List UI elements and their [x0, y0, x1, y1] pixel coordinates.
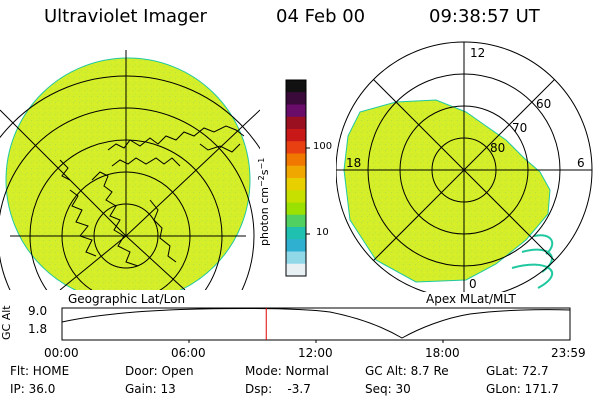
right-map-caption: Apex MLat/MLT — [426, 292, 516, 306]
mlt-label-18: 18 — [346, 156, 362, 170]
info-ip: IP: 36.0 — [10, 382, 56, 396]
mlt-label-6: 6 — [577, 156, 585, 170]
mlt-label-0: 0 — [469, 277, 477, 291]
colorbar-band — [286, 214, 306, 228]
altitude-xtick-1800: 18:00 — [425, 346, 460, 360]
altitude-xtick-0000: 00:00 — [44, 346, 79, 360]
left-map-caption: Geographic Lat/Lon — [68, 292, 186, 306]
altitude-ylabel: GC Alt — [0, 305, 13, 340]
colorbar-band — [286, 116, 306, 130]
geographic-disk — [5, 57, 251, 290]
info-mode: Mode: Normal — [245, 364, 329, 378]
info-dsp: Dsp: -3.7 — [245, 382, 311, 396]
colorbar-band — [286, 129, 306, 142]
colorbar-band — [286, 153, 306, 167]
colorbar-band — [286, 141, 306, 154]
info-flight: Flt: HOME — [10, 364, 70, 378]
info-gain: Gain: 13 — [125, 382, 176, 396]
info-glat: GLat: 72.7 — [486, 364, 549, 378]
coastlines — [59, 125, 245, 267]
geographic-map — [0, 50, 260, 290]
altitude-xtick-0600: 06:00 — [171, 346, 206, 360]
colorbar-band — [286, 263, 306, 277]
colorbar-band — [286, 227, 306, 240]
colorbar-band — [286, 165, 306, 179]
colorbar-tick-10: 10 — [316, 227, 329, 238]
altitude-ytick-1-8: 1.8 — [28, 322, 48, 336]
mlat-label-60: 60 — [536, 97, 552, 111]
apex-emission-region — [343, 99, 551, 283]
colorbar-tick-100: 100 — [313, 141, 333, 152]
colorbar-band — [286, 104, 306, 118]
apex-map — [336, 41, 593, 292]
altitude-plot: GC Alt — [0, 305, 571, 343]
colorbar-band — [286, 190, 306, 203]
app-title: Ultraviolet Imager — [44, 6, 207, 27]
header-time: 09:38:57 UT — [429, 6, 540, 27]
altitude-xtick-2359: 23:59 — [551, 346, 586, 360]
altitude-plot-frame — [61, 307, 571, 341]
colorbar-band — [286, 80, 306, 93]
mlt-label-12: 12 — [470, 46, 486, 60]
colorbar-gradient — [286, 80, 306, 277]
info-seq: Seq: 30 — [365, 382, 411, 396]
info-door: Door: Open — [125, 364, 194, 378]
info-glon: GLon: 171.7 — [486, 382, 559, 396]
colorbar-band — [286, 178, 306, 191]
altitude-curve — [61, 307, 571, 339]
apex-grid — [336, 41, 593, 292]
colorbar: photon cm−2s−1 — [258, 79, 310, 277]
colorbar-band — [286, 251, 306, 265]
colorbar-band — [286, 92, 306, 105]
altitude-ytick-9: 9.0 — [28, 304, 48, 318]
colorbar-band — [286, 239, 306, 252]
info-gc-alt: GC Alt: 8.7 Re — [365, 364, 449, 378]
header-date: 04 Feb 00 — [276, 6, 366, 27]
mlat-label-80: 80 — [490, 141, 506, 155]
longitude-grid — [0, 50, 260, 290]
altitude-x-ticks — [188, 340, 444, 343]
colorbar-band — [286, 202, 306, 216]
colorbar-unit: photon cm−2s−1 — [258, 158, 271, 246]
mlat-label-70: 70 — [512, 121, 528, 135]
altitude-xtick-1200: 12:00 — [298, 346, 333, 360]
